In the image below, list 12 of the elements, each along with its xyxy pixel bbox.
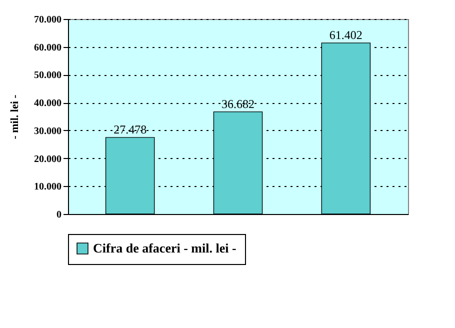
- legend-label: Cifra de afaceri - mil. lei -: [93, 240, 236, 256]
- y-tick-label: 70.000: [34, 14, 62, 26]
- y-tick-label: 0: [56, 210, 62, 220]
- y-tick-label: 10.000: [34, 182, 62, 193]
- y-tick-label: 30.000: [34, 126, 62, 137]
- y-tick-label: 20.000: [34, 154, 62, 165]
- y-axis-title: - mil. lei -: [9, 94, 21, 140]
- y-tick-label: 50.000: [34, 70, 62, 82]
- y-tick-label: 60.000: [34, 42, 62, 54]
- y-tick-label: 40.000: [34, 98, 62, 110]
- text: 61.402: [329, 28, 362, 42]
- text: 27.478: [114, 122, 147, 136]
